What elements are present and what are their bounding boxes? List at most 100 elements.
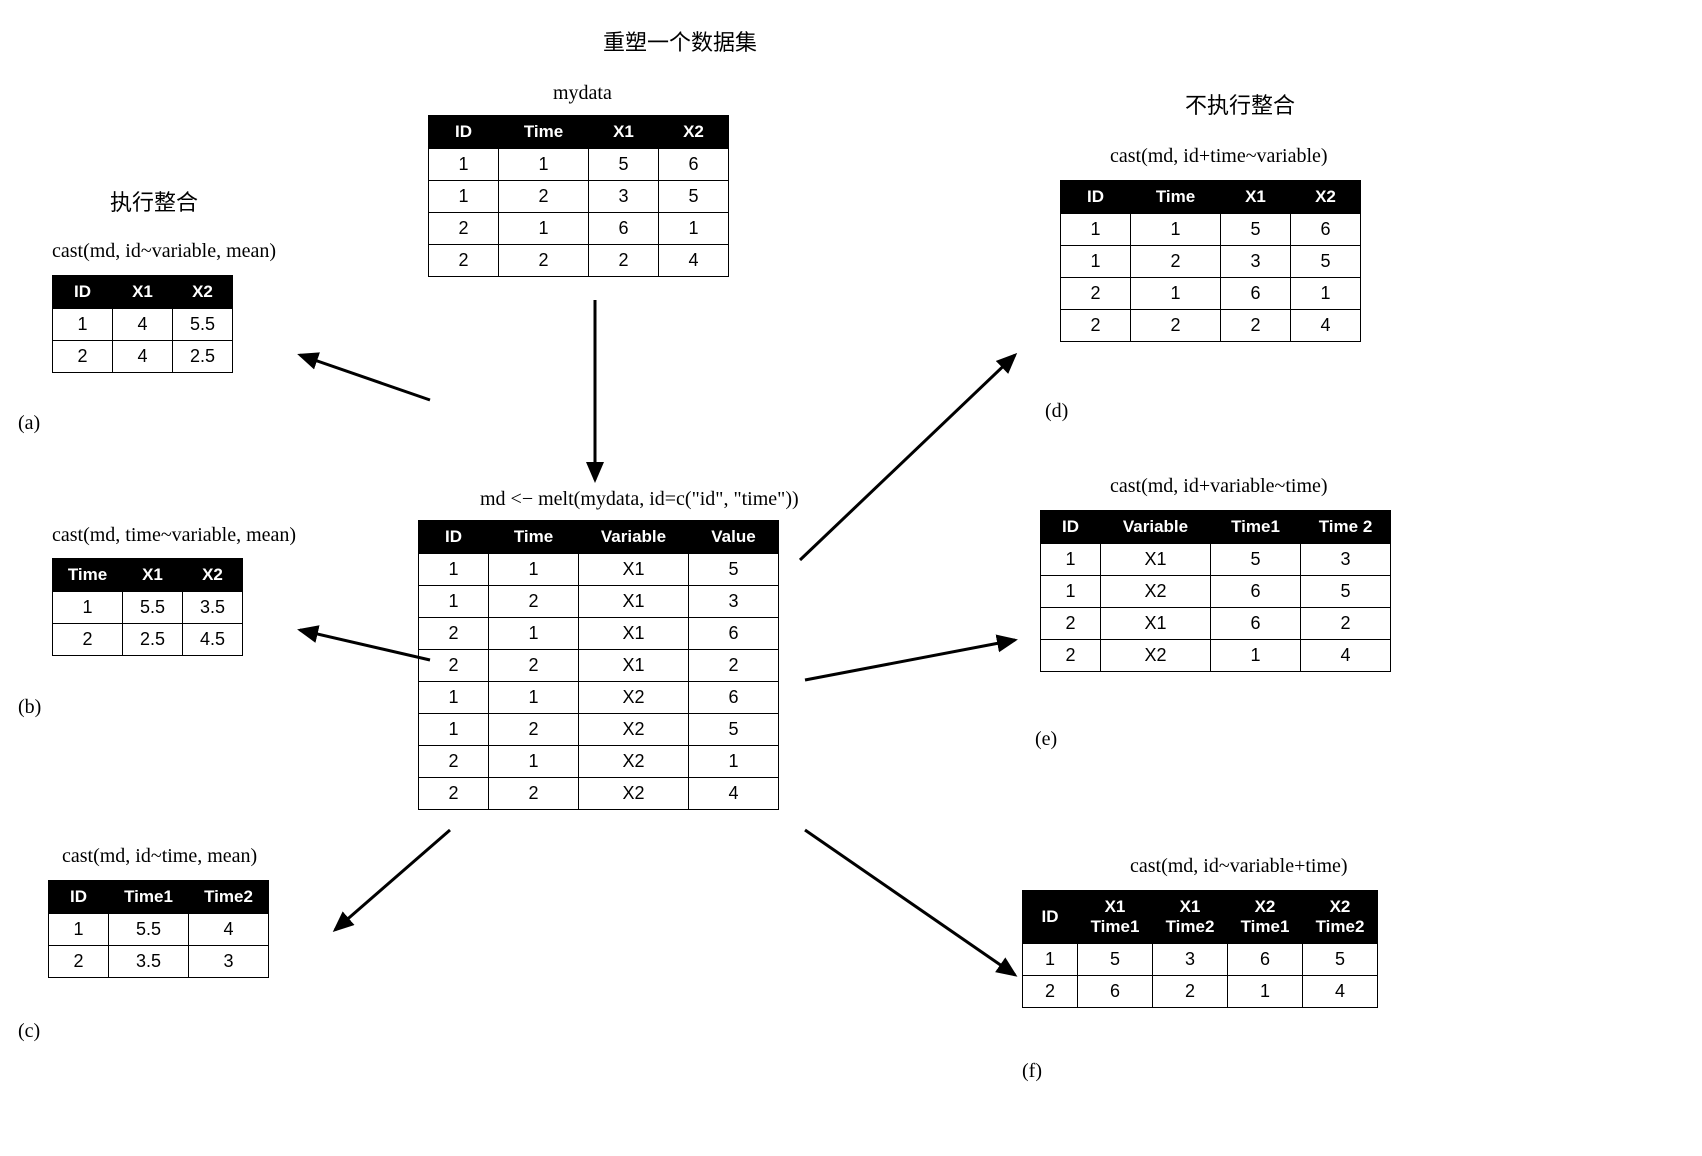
table-cell: 2 — [589, 245, 659, 277]
mydata-label: mydata — [553, 82, 612, 105]
table-cell: 2.5 — [123, 624, 183, 656]
table-row: 2161 — [1061, 278, 1361, 310]
table-row: 1235 — [429, 181, 729, 213]
table-cell: 4 — [113, 341, 173, 373]
arrow — [300, 630, 430, 660]
table-row: 21X16 — [419, 618, 779, 650]
table-row: 15.53.5 — [53, 592, 243, 624]
table-header: Time — [489, 521, 579, 554]
caption-b: cast(md, time~variable, mean) — [52, 524, 296, 547]
table-cell: 5.5 — [109, 914, 189, 946]
table-cell: 5 — [1301, 576, 1391, 608]
table-row: 26214 — [1023, 976, 1378, 1008]
table-row: 15365 — [1023, 944, 1378, 976]
table-row: 22X12 — [419, 650, 779, 682]
table-cell: 1 — [1131, 214, 1221, 246]
table-cell: 6 — [1211, 608, 1301, 640]
table-header: Time — [1131, 181, 1221, 214]
table-cell: 2 — [53, 624, 123, 656]
table-header: X1 — [589, 116, 659, 149]
table-cell: X2 — [579, 682, 689, 714]
table-cell: 6 — [1228, 944, 1303, 976]
table-cell: 1 — [429, 181, 499, 213]
table-cell: 2 — [489, 714, 579, 746]
letter-e: (e) — [1035, 728, 1057, 751]
page-title: 重塑一个数据集 — [480, 25, 880, 57]
table-cell: 6 — [1291, 214, 1361, 246]
table-header: X2Time2 — [1303, 891, 1378, 944]
arrow — [800, 355, 1015, 560]
table-header: ID — [1061, 181, 1131, 214]
table-cell: 6 — [1078, 976, 1153, 1008]
table-header: ID — [1041, 511, 1101, 544]
table-cell: 2 — [419, 650, 489, 682]
table-cell: 5 — [1078, 944, 1153, 976]
table-cell: 2 — [53, 341, 113, 373]
table-cell: 4 — [1291, 310, 1361, 342]
table-cell: 3.5 — [109, 946, 189, 978]
table-cell: 2 — [1301, 608, 1391, 640]
table-row: 11X26 — [419, 682, 779, 714]
table-header: ID — [419, 521, 489, 554]
table-cell: 4 — [1301, 640, 1391, 672]
table-cell: 2 — [419, 618, 489, 650]
arrow — [300, 355, 430, 400]
table-row: 242.5 — [53, 341, 233, 373]
table-header: Variable — [1101, 511, 1211, 544]
table-cell: 2 — [1131, 246, 1221, 278]
table-cell: 1 — [659, 213, 729, 245]
table-cell: X1 — [579, 554, 689, 586]
table-header: Time — [499, 116, 589, 149]
table-cell: 1 — [689, 746, 779, 778]
table-d: IDTimeX1X21156123521612224 — [1060, 180, 1361, 342]
table-mydata: IDTimeX1X21156123521612224 — [428, 115, 729, 277]
table-cell: 2 — [419, 778, 489, 810]
table-cell: 1 — [49, 914, 109, 946]
table-cell: 2 — [489, 650, 579, 682]
table-cell: X2 — [579, 778, 689, 810]
table-cell: 2 — [499, 245, 589, 277]
table-f: IDX1Time1X1Time2X2Time1X2Time21536526214 — [1022, 890, 1378, 1008]
table-cell: X2 — [1101, 576, 1211, 608]
table-cell: 2 — [1023, 976, 1078, 1008]
table-row: 21X21 — [419, 746, 779, 778]
caption-f: cast(md, id~variable+time) — [1130, 855, 1348, 878]
table-cell: 5 — [1221, 214, 1291, 246]
table-cell: 6 — [1221, 278, 1291, 310]
table-header: X2 — [173, 276, 233, 309]
table-cell: 1 — [419, 714, 489, 746]
letter-a: (a) — [18, 412, 40, 435]
table-e: IDVariableTime1Time 21X1531X2652X1622X21… — [1040, 510, 1391, 672]
table-cell: 2 — [1061, 278, 1131, 310]
table-md: IDTimeVariableValue11X1512X1321X1622X121… — [418, 520, 779, 810]
table-row: 15.54 — [49, 914, 269, 946]
table-cell: 3 — [1301, 544, 1391, 576]
table-row: 12X13 — [419, 586, 779, 618]
table-header: ID — [53, 276, 113, 309]
table-row: 1156 — [429, 149, 729, 181]
table-cell: 2 — [1221, 310, 1291, 342]
table-cell: 2 — [1153, 976, 1228, 1008]
table-cell: 5 — [1303, 944, 1378, 976]
caption-d: cast(md, id+time~variable) — [1110, 145, 1328, 168]
table-row: 2224 — [429, 245, 729, 277]
table-cell: 1 — [1228, 976, 1303, 1008]
table-cell: 1 — [1061, 214, 1131, 246]
table-header: X1 — [1221, 181, 1291, 214]
table-cell: X1 — [579, 586, 689, 618]
table-cell: 1 — [419, 682, 489, 714]
letter-f: (f) — [1022, 1060, 1042, 1083]
table-cell: 3 — [1221, 246, 1291, 278]
caption-a: cast(md, id~variable, mean) — [52, 240, 276, 263]
table-c: IDTime1Time215.5423.53 — [48, 880, 269, 978]
table-cell: 1 — [419, 554, 489, 586]
table-cell: 5 — [1291, 246, 1361, 278]
table-cell: 2 — [1041, 640, 1101, 672]
table-cell: 3 — [689, 586, 779, 618]
table-row: 2224 — [1061, 310, 1361, 342]
table-cell: 5.5 — [123, 592, 183, 624]
table-row: 2X162 — [1041, 608, 1391, 640]
table-cell: 4 — [189, 914, 269, 946]
table-cell: 5 — [689, 554, 779, 586]
table-cell: 1 — [1023, 944, 1078, 976]
